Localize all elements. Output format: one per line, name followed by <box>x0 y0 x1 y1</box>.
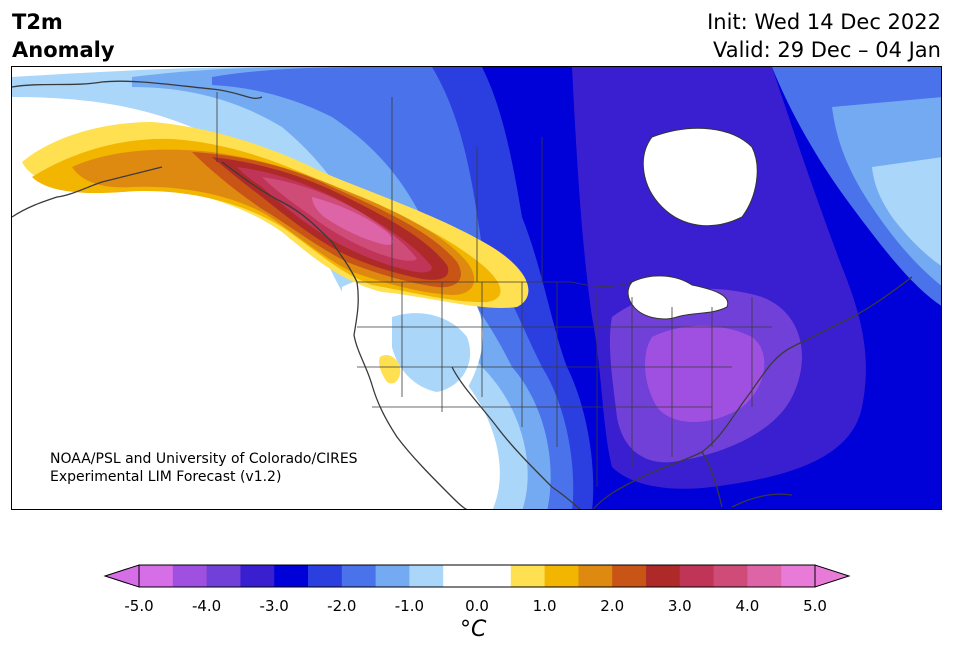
anomaly-patch-warm-sw <box>379 355 401 384</box>
colorbar-tick-label: 1.0 <box>532 597 557 615</box>
colorbar <box>103 564 851 588</box>
colorbar-swatch <box>274 565 309 587</box>
coastlines <box>12 80 913 509</box>
map-title: T2m Anomaly <box>12 8 115 64</box>
colorbar-tick-label: 0.0 <box>465 597 489 615</box>
anomaly-map: NOAA/PSL and University of Colorado/CIRE… <box>11 66 942 510</box>
colorbar-swatch <box>139 565 174 587</box>
colorbar-swatch <box>781 565 816 587</box>
anomaly-band-cold-sw <box>392 313 471 392</box>
credit-text: NOAA/PSL and University of Colorado/CIRE… <box>50 450 358 486</box>
credit-line-1: NOAA/PSL and University of Colorado/CIRE… <box>50 451 358 467</box>
forecast-dates: Init: Wed 14 Dec 2022 Valid: 29 Dec – 04… <box>707 8 941 64</box>
colorbar-tick-label: -5.0 <box>124 597 154 615</box>
colorbar-tick-label: -4.0 <box>191 597 222 615</box>
colorbar-border <box>138 564 816 588</box>
state-province-borders <box>216 92 772 487</box>
colorbar-swatch <box>713 565 748 587</box>
colorbar-swatch <box>747 565 782 587</box>
colorbar-tick-label: -1.0 <box>394 597 425 615</box>
colorbar-tick-label: 3.0 <box>667 597 692 615</box>
colorbar-swatch <box>646 565 681 587</box>
colorbar-swatch <box>409 565 444 587</box>
colorbar-swatch <box>612 565 647 587</box>
colorbar-swatch <box>443 565 478 587</box>
valid-date-label: Valid: 29 Dec – 04 Jan <box>712 38 941 62</box>
colorbar-swatch <box>578 565 613 587</box>
colorbar-tick-label: -2.0 <box>327 597 357 615</box>
colorbar-swatch <box>206 565 241 587</box>
colorbar-swatch <box>544 565 579 587</box>
colorbar-swatch <box>308 565 343 587</box>
title-line-2: Anomaly <box>12 38 115 62</box>
colorbar-tick-label: -3.0 <box>259 597 289 615</box>
colorbar-tick-label: 4.0 <box>735 597 760 615</box>
colorbar-unit-label: °C <box>460 617 487 642</box>
anomaly-band-cold-8 <box>645 325 765 422</box>
init-date-label: Init: Wed 14 Dec 2022 <box>707 10 941 34</box>
colorbar-over-arrow <box>814 564 851 588</box>
credit-line-2: Experimental LIM Forecast (v1.2) <box>50 469 282 485</box>
colorbar-swatch <box>477 565 512 587</box>
anomaly-field <box>12 67 941 509</box>
colorbar-swatch <box>341 565 377 587</box>
colorbar-swatch <box>510 565 546 587</box>
great-lakes <box>627 275 729 320</box>
colorbar-swatch <box>375 565 410 587</box>
anomaly-band-cold-ne-3 <box>872 157 941 266</box>
colorbar-under-arrow <box>103 564 140 588</box>
colorbar-swatch <box>679 565 715 587</box>
colorbar-swatch <box>240 565 275 587</box>
colorbar-tick-label: 2.0 <box>600 597 625 615</box>
colorbar-tick-label: 5.0 <box>803 597 827 615</box>
hudson-bay <box>642 127 758 227</box>
colorbar-tick-labels: -5.0 -4.0 -3.0 -2.0 -1.0 0.0 1.0 2.0 3.0 4.0 5.0 <box>0 597 953 617</box>
title-line-1: T2m <box>12 10 63 34</box>
colorbar-swatch <box>172 565 208 587</box>
anomaly-band-warm-8 <box>312 197 394 245</box>
